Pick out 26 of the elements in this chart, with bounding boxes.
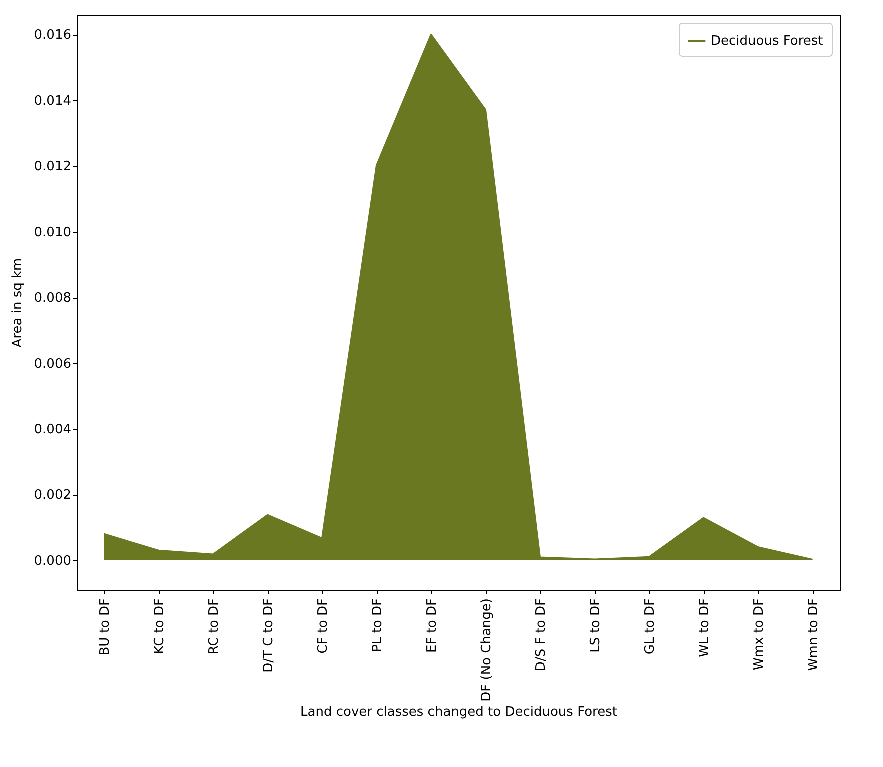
x-tick-label: GL to DF: [642, 598, 658, 655]
x-tick-label: EF to DF: [424, 598, 440, 653]
y-axis-title: Area in sq km: [10, 258, 26, 348]
x-tick-label: CF to DF: [316, 598, 331, 654]
y-tick-label: 0.000: [34, 554, 72, 569]
y-tick-label: 0.016: [34, 28, 72, 44]
x-tick-label: D/T C to DF: [261, 598, 276, 673]
x-tick-label: Wmn to DF: [806, 598, 822, 672]
y-tick-label: 0.004: [34, 422, 72, 438]
x-tick-label: PL to DF: [370, 598, 386, 652]
y-tick-label: 0.002: [34, 488, 72, 504]
x-tick-label: KC to DF: [152, 598, 168, 654]
x-axis-title: Land cover classes changed to Deciduous Forest: [300, 704, 618, 720]
y-tick-label: 0.014: [34, 94, 72, 109]
x-tick-label: D/S F to DF: [534, 598, 549, 672]
x-tick-label: RC to DF: [206, 598, 222, 655]
x-tick-label: WL to DF: [697, 598, 712, 658]
y-tick-label: 0.008: [34, 291, 72, 306]
x-tick-label: LS to DF: [588, 598, 604, 653]
y-tick-label: 0.012: [34, 160, 72, 175]
y-tick-label: 0.006: [34, 356, 72, 372]
legend-label: Deciduous Forest: [711, 34, 824, 49]
x-tick-label: Wmx to DF: [752, 598, 767, 671]
x-tick-label: BU to DF: [98, 598, 113, 656]
y-tick-label: 0.010: [34, 225, 72, 240]
x-tick-label: DF (No Change): [479, 598, 494, 702]
